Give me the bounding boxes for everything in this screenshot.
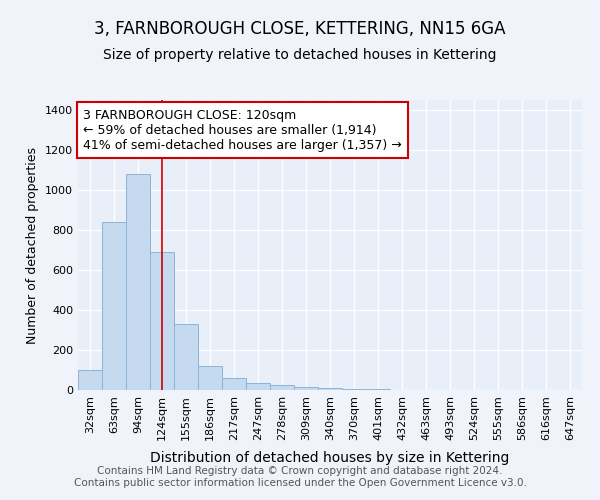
Bar [102, 222, 126, 390]
Bar [198, 366, 222, 390]
Text: 3 FARNBOROUGH CLOSE: 120sqm
← 59% of detached houses are smaller (1,914)
41% of : 3 FARNBOROUGH CLOSE: 120sqm ← 59% of det… [83, 108, 402, 152]
Bar [222, 378, 246, 390]
Bar [342, 389, 366, 390]
Bar [126, 174, 150, 390]
Bar [78, 370, 102, 390]
Y-axis label: Number of detached properties: Number of detached properties [26, 146, 40, 344]
Text: Contains HM Land Registry data © Crown copyright and database right 2024.
Contai: Contains HM Land Registry data © Crown c… [74, 466, 526, 487]
Bar [174, 324, 198, 390]
Text: Size of property relative to detached houses in Kettering: Size of property relative to detached ho… [103, 48, 497, 62]
X-axis label: Distribution of detached houses by size in Kettering: Distribution of detached houses by size … [151, 451, 509, 465]
Bar [294, 387, 318, 390]
Bar [270, 385, 294, 390]
Text: 3, FARNBOROUGH CLOSE, KETTERING, NN15 6GA: 3, FARNBOROUGH CLOSE, KETTERING, NN15 6G… [94, 20, 506, 38]
Bar [246, 383, 270, 390]
Bar [150, 252, 174, 390]
Bar [366, 389, 390, 390]
Bar [318, 388, 342, 390]
